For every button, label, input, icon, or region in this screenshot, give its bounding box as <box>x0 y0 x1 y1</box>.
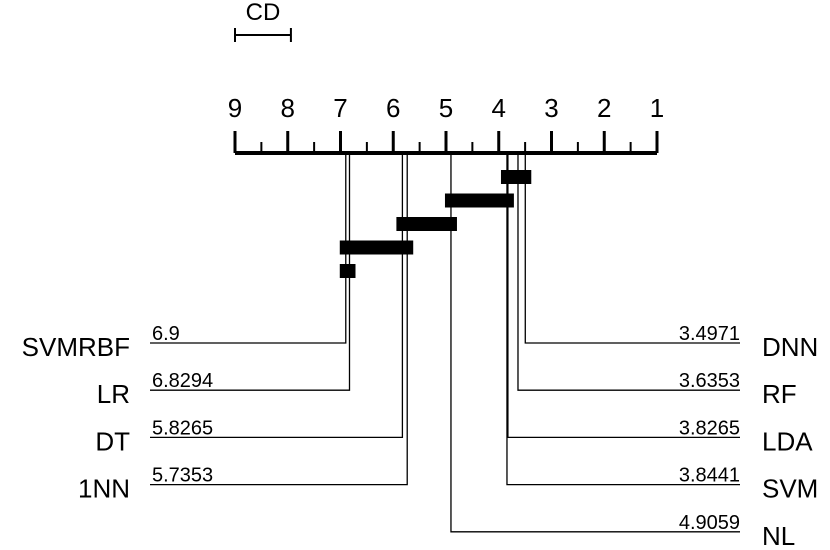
method-name: DNN <box>762 332 818 362</box>
method-name: RF <box>762 379 797 409</box>
rank-value: 5.7353 <box>152 465 213 487</box>
rank-value: 3.8265 <box>679 417 740 439</box>
clique-bar <box>339 240 414 255</box>
method-name: 1NN <box>78 474 130 504</box>
tick-label: 1 <box>650 93 664 123</box>
rank-value: 6.8294 <box>152 370 213 392</box>
rank-connector <box>150 153 347 344</box>
tick-label: 7 <box>333 93 347 123</box>
rank-value: 5.8265 <box>152 417 213 439</box>
clique-bar <box>444 193 514 208</box>
rank-value: 6.9 <box>152 323 180 345</box>
tick-label: 2 <box>597 93 611 123</box>
rank-connector <box>517 153 740 391</box>
rank-connector <box>507 153 740 439</box>
rank-value: 3.8441 <box>679 465 740 487</box>
method-name: LDA <box>762 426 813 456</box>
rank-connector <box>524 153 740 344</box>
rank-connector <box>450 153 740 533</box>
tick-label: 6 <box>386 93 400 123</box>
rank-value: 3.6353 <box>679 370 740 392</box>
clique-bar <box>500 170 532 184</box>
tick-label: 4 <box>492 93 506 123</box>
rank-value: 3.4971 <box>679 323 740 345</box>
rank-connector <box>150 153 404 439</box>
method-name: NL <box>762 521 795 550</box>
tick-label: 9 <box>228 93 242 123</box>
cd-label: CD <box>246 0 281 26</box>
tick-label: 8 <box>281 93 295 123</box>
rank-value: 4.9059 <box>679 512 740 534</box>
tick-label: 3 <box>544 93 558 123</box>
method-name: LR <box>97 379 130 409</box>
method-name: SVM <box>762 474 818 504</box>
rank-connector <box>150 153 408 486</box>
rank-connector <box>150 153 351 391</box>
tick-label: 5 <box>439 93 453 123</box>
method-name: DT <box>95 426 130 456</box>
clique-bar <box>339 264 356 278</box>
clique-bar <box>396 217 457 231</box>
rank-connector <box>506 153 740 486</box>
method-name: SVMRBF <box>22 332 130 362</box>
